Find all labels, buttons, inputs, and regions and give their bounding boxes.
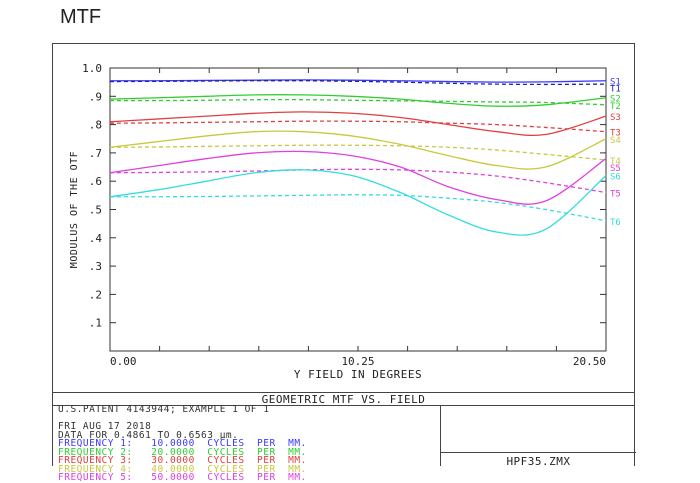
series-line-t6 <box>109 194 607 222</box>
file-name: HPF35.ZMX <box>506 455 571 468</box>
x-tick-label: 10.25 <box>341 355 374 368</box>
series-line-s3 <box>109 111 607 137</box>
series-line-t4 <box>109 144 607 161</box>
series-line-t3 <box>109 120 607 133</box>
x-tick-label: 0.00 <box>110 355 137 368</box>
series-label-s4: S4 <box>610 136 621 146</box>
series-label-t3: T3 <box>610 129 621 139</box>
series-label-s2: S2 <box>610 95 621 105</box>
plot-frame <box>52 43 635 466</box>
y-axis-label: MODULUS OF THE OTF <box>69 151 80 268</box>
series-label-s6: S6 <box>610 173 621 183</box>
plot-area <box>109 67 607 352</box>
series-line-s5 <box>109 150 607 205</box>
page-heading: MTF <box>60 6 102 28</box>
file-box: HPF35.ZMX <box>440 406 636 468</box>
x-tick-label: 20.50 <box>573 355 606 368</box>
y-tick-label: .2 <box>89 288 102 301</box>
file-divider <box>441 452 636 453</box>
y-tick-label: .1 <box>89 317 102 330</box>
info-line: DATA FOR 0.4861 TO 0.6563 µm. <box>58 429 239 441</box>
info-line: FREQUENCY 2: 20.0000 CYCLES PER MM. <box>58 446 307 458</box>
series-label-s1: S1 <box>610 78 621 88</box>
y-tick-label: .8 <box>89 119 102 132</box>
info-line: FREQUENCY 3: 30.0000 CYCLES PER MM. <box>58 455 307 466</box>
chart-title: GEOMETRIC MTF VS. FIELD <box>52 392 635 406</box>
info-line: U.S.PATENT 4143944; EXAMPLE 1 OF 1 <box>58 404 270 415</box>
mtf-chart: 1.0 .9 .8 .7 .6 .5 .4 .3 .2 .1 0.00 10.25 20.50 Y FIE… <box>69 62 621 381</box>
y-tick-label: .4 <box>89 232 103 245</box>
info-line: FREQUENCY 1: 10.0000 CYCLES PER MM. <box>58 438 307 449</box>
series-line-s2 <box>109 94 607 107</box>
series-line-s1 <box>109 79 607 83</box>
series-label-t6: T6 <box>610 218 621 228</box>
series-line-t5 <box>109 168 607 194</box>
y-tick-label: 1.0 <box>82 62 102 75</box>
series-line-s6 <box>109 169 607 236</box>
info-line: FRI AUG 17 2018 <box>58 421 152 432</box>
y-tick-label: .5 <box>89 204 102 217</box>
series-label-s3: S3 <box>610 113 621 123</box>
y-tick-label: .6 <box>89 175 102 188</box>
series-label-t5: T5 <box>610 190 621 200</box>
series-label-t4: T4 <box>610 157 621 167</box>
series-line-t1 <box>109 80 607 86</box>
y-tick-label: .9 <box>89 90 102 103</box>
series-line-t2 <box>109 98 607 106</box>
y-tick-label: .7 <box>89 147 102 160</box>
series-label-t1: T1 <box>610 85 621 95</box>
x-axis-label: Y FIELD IN DEGREES <box>294 368 422 381</box>
info-line: FREQUENCY 4: 40.0000 CYCLES PER MM. <box>58 463 307 475</box>
info-block: U.S.PATENT 4143944; EXAMPLE 1 OF 1 FRI AU… <box>58 404 307 483</box>
series-label-t2: T2 <box>610 102 621 112</box>
y-tick-label: .3 <box>89 260 102 273</box>
info-line: FREQUENCY 5: 50.0000 CYCLES PER MM. <box>58 472 307 483</box>
series-label-s5: S5 <box>610 164 621 174</box>
series-line-s4 <box>109 130 607 170</box>
